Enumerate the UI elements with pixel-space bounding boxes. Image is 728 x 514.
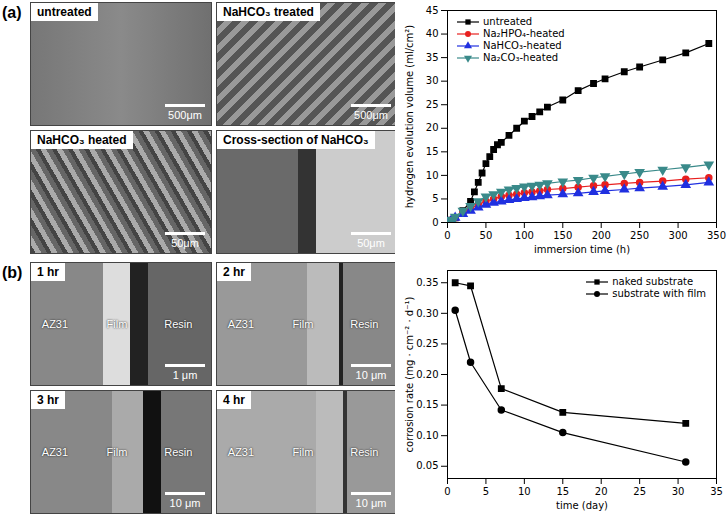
svg-text:20: 20 <box>426 122 439 133</box>
html-text:1 hr: 1 hr <box>37 265 59 279</box>
svg-text:20: 20 <box>595 486 608 497</box>
svg-text:25: 25 <box>426 99 439 110</box>
svg-text:0.30: 0.30 <box>416 308 438 319</box>
html-text:Resin: Resin <box>350 317 379 330</box>
svg-text:300: 300 <box>669 230 688 241</box>
svg-text:0: 0 <box>444 486 450 497</box>
svg-text:40: 40 <box>426 28 439 39</box>
svg-text:hydrogen evolution volume (ml/: hydrogen evolution volume (ml/cm²) <box>404 25 415 209</box>
svg-text:0.35: 0.35 <box>416 277 438 288</box>
svg-text:time (day): time (day) <box>556 500 608 511</box>
svg-text:350: 350 <box>707 230 726 241</box>
html-text:50μm: 50μm <box>357 237 385 249</box>
svg-text:5: 5 <box>483 486 489 497</box>
svg-text:immersion time (h): immersion time (h) <box>534 244 630 255</box>
html-text:Cross-section of NaHCO₃: Cross-section of NaHCO₃ <box>223 133 369 147</box>
svg-text:10: 10 <box>518 486 531 497</box>
svg-text:0.05: 0.05 <box>416 460 438 471</box>
svg-text:15: 15 <box>426 146 439 157</box>
html-text:naked substrate: naked substrate <box>612 276 694 287</box>
html-text:AZ31: AZ31 <box>227 445 255 458</box>
html-text:Film: Film <box>106 445 128 458</box>
svg-text:10: 10 <box>426 170 439 181</box>
html-text:Resin: Resin <box>350 445 379 458</box>
html-text:Film: Film <box>292 445 314 458</box>
svg-text:35: 35 <box>426 52 439 63</box>
svg-text:30: 30 <box>426 75 439 86</box>
svg-text:25: 25 <box>633 486 646 497</box>
html-text:10 μm: 10 μm <box>169 497 201 509</box>
html-text:AZ31: AZ31 <box>41 317 69 330</box>
html-text:NaHCO₃ treated: NaHCO₃ treated <box>223 5 314 19</box>
html-text:(a): (a) <box>2 4 22 21</box>
html-text:Film: Film <box>292 317 314 330</box>
svg-text:corrosion rate (mg · cm⁻² · d⁻: corrosion rate (mg · cm⁻² · d⁻¹) <box>404 297 415 453</box>
html-text:substrate with film: substrate with film <box>612 288 706 299</box>
svg-text:0: 0 <box>444 230 450 241</box>
html-text:500μm: 500μm <box>354 109 388 121</box>
html-text:Na₂CO₃-heated: Na₂CO₃-heated <box>483 52 559 63</box>
svg-text:35: 35 <box>710 486 723 497</box>
html-text:1 μm: 1 μm <box>172 369 198 381</box>
html-text:50μm: 50μm <box>171 237 199 249</box>
svg-text:200: 200 <box>592 230 611 241</box>
svg-text:0.15: 0.15 <box>416 399 438 410</box>
html-text:4 hr: 4 hr <box>223 393 245 407</box>
html-text:3 hr: 3 hr <box>37 393 59 407</box>
html-text:NaHCO₃-heated: NaHCO₃-heated <box>483 40 562 51</box>
svg-text:15: 15 <box>556 486 569 497</box>
svg-text:0.20: 0.20 <box>416 369 438 380</box>
svg-text:0.10: 0.10 <box>416 430 438 441</box>
html-text:10 μm: 10 μm <box>355 497 387 509</box>
html-text:(b): (b) <box>2 264 23 281</box>
svg-text:45: 45 <box>426 5 439 16</box>
svg-text:5: 5 <box>432 193 438 204</box>
html-text:Na₂HPO₄-heated: Na₂HPO₄-heated <box>483 28 565 39</box>
svg-text:150: 150 <box>553 230 572 241</box>
html-text:NaHCO₃ heated: NaHCO₃ heated <box>37 133 127 147</box>
svg-text:0.25: 0.25 <box>416 338 438 349</box>
html-text:untreated: untreated <box>37 5 92 19</box>
svg-text:50: 50 <box>480 230 493 241</box>
svg-text:250: 250 <box>630 230 649 241</box>
svg-text:100: 100 <box>515 230 534 241</box>
svg-text:30: 30 <box>672 486 685 497</box>
html-text:Resin: Resin <box>164 317 193 330</box>
html-text:untreated: untreated <box>483 16 533 27</box>
html-text:Film: Film <box>106 317 128 330</box>
html-text:500μm: 500μm <box>168 109 202 121</box>
html-text:Resin: Resin <box>164 445 193 458</box>
html-text:AZ31: AZ31 <box>227 317 255 330</box>
html-text:2 hr: 2 hr <box>223 265 245 279</box>
html-text:10 μm: 10 μm <box>355 369 387 381</box>
html-text:AZ31: AZ31 <box>41 445 69 458</box>
svg-text:0: 0 <box>432 217 438 228</box>
